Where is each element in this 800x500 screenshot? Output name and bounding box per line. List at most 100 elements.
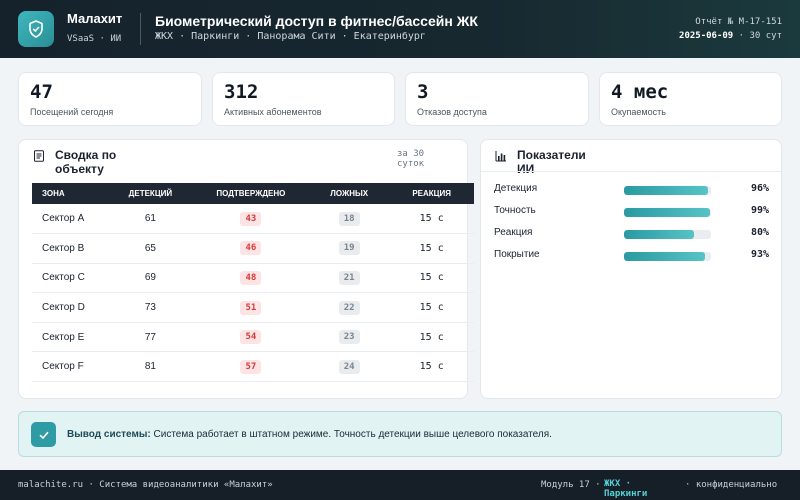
cell-detections: 65 [108, 233, 193, 264]
cell-reaction: 15 с [389, 322, 474, 353]
metric-value: 93% [750, 249, 769, 260]
cell-zone: Сектор D [32, 292, 109, 323]
cell-zone: Сектор B [32, 233, 109, 264]
cell-reaction: 15 с [389, 263, 474, 294]
table-header-row: Зона Детекций Подтверждено Ложных Реакци… [32, 183, 474, 204]
metric-detection: Детекция 96% [494, 183, 769, 197]
cell-detections: 73 [108, 292, 193, 323]
table-row: Сектор D 73 51 22 15 с [32, 292, 474, 323]
kpi-card-payback: 4 мес Окупаемость [599, 72, 782, 126]
confirmed-badge: 57 [240, 359, 262, 374]
kpi-label: Отказов доступа [417, 107, 487, 117]
progress-track [624, 230, 711, 239]
metric-value: 80% [750, 227, 769, 238]
footer-highlight: ЖКХ · Паркинги [604, 479, 648, 499]
progress-track [624, 186, 711, 195]
metric-value: 96% [750, 183, 769, 194]
brand-name: Малахит [67, 11, 123, 26]
cell-confirmed: 54 [192, 322, 310, 353]
confirmed-badge: 43 [240, 211, 262, 226]
report-date-line: 2025-06-09 · 30 сут [652, 29, 782, 43]
progress-fill [624, 208, 711, 217]
kpi-label: Активных абонементов [224, 107, 322, 117]
cell-reaction: 15 с [389, 292, 474, 323]
cell-confirmed: 51 [192, 292, 310, 323]
confirmed-badge: 46 [240, 241, 262, 256]
column-header-false: Ложных [309, 183, 390, 204]
cell-false: 22 [309, 292, 390, 323]
progress-fill [624, 186, 708, 195]
false-badge: 22 [338, 300, 360, 315]
kpi-label: Окупаемость [611, 107, 666, 117]
conclusion-message: Система работает в штатном режиме. Точно… [150, 429, 552, 440]
header-divider [140, 13, 141, 45]
cell-confirmed: 57 [192, 351, 310, 383]
column-header-detections: Детекций [108, 183, 193, 204]
cell-false: 19 [309, 233, 390, 264]
kpi-value: 312 [224, 81, 259, 103]
summary-panel: Сводка по объекту за 30 суток Зона Детек… [18, 139, 474, 399]
conclusion-label: Вывод системы: [67, 429, 151, 440]
divider [481, 171, 781, 172]
kpi-card-subscriptions: 312 Активных абонементов [212, 72, 395, 126]
confirmed-badge: 51 [240, 300, 262, 315]
confirmed-badge: 48 [240, 270, 262, 285]
summary-title: Сводка по объекту [55, 148, 117, 176]
footer-confidential: · конфиденциально [685, 480, 778, 490]
metric-reaction: Реакция 80% [494, 227, 769, 241]
report-id: Отчёт № М-17-151 [695, 17, 782, 27]
kpi-value: 4 мес [611, 81, 669, 103]
progress-fill [624, 252, 705, 261]
progress-fill [624, 230, 694, 239]
cell-false: 23 [309, 322, 390, 353]
progress-track [624, 252, 711, 261]
table-row: Сектор F 81 57 24 15 с [32, 351, 474, 383]
column-header-reaction: Реакция [389, 183, 474, 204]
table-row: Сектор A 61 43 18 15 с [32, 204, 474, 235]
cell-confirmed: 46 [192, 233, 310, 264]
column-header-zone: Зона [32, 183, 109, 204]
cell-confirmed: 48 [192, 263, 310, 294]
metric-label: Покрытие [494, 249, 540, 260]
cell-detections: 81 [108, 351, 193, 383]
cell-false: 18 [309, 204, 390, 235]
table-row: Сектор C 69 48 21 15 с [32, 263, 474, 294]
metric-label: Реакция [494, 227, 533, 238]
cell-reaction: 15 с [389, 204, 474, 235]
cell-false: 21 [309, 263, 390, 294]
false-badge: 23 [338, 330, 360, 345]
cell-reaction: 15 с [389, 233, 474, 264]
cell-zone: Сектор F [32, 351, 109, 383]
kpi-card-visits: 47 Посещений сегодня [18, 72, 202, 126]
summary-table: Зона Детекций Подтверждено Ложных Реакци… [32, 183, 474, 383]
cell-reaction: 15 с [389, 351, 474, 383]
cell-detections: 77 [108, 322, 193, 353]
ai-panel: Показатели ИИ Детекция 96% Точность 99% … [480, 139, 782, 399]
report-period: · 30 сут [733, 31, 782, 41]
metric-coverage: Покрытие 93% [494, 249, 769, 263]
bar-chart-icon [495, 151, 506, 162]
false-badge: 19 [338, 241, 360, 256]
conclusion-text: Вывод системы: Система работает в штатно… [67, 429, 552, 440]
column-header-confirmed: Подтверждено [192, 183, 310, 204]
cell-confirmed: 43 [192, 204, 310, 235]
document-icon [34, 150, 44, 162]
page-subtitle: ЖКХ · Паркинги · Панорама Сити · Екатери… [155, 31, 426, 42]
period-note: за 30 суток [397, 149, 425, 169]
kpi-value: 47 [30, 81, 53, 103]
cell-zone: Сектор A [32, 204, 109, 235]
app-header: Малахит VSaaS · ИИ Биометрический доступ… [0, 0, 800, 58]
false-badge: 21 [338, 270, 360, 285]
check-icon [31, 422, 56, 447]
shield-check-icon [18, 11, 54, 47]
table-row: Сектор E 77 54 23 15 с [32, 322, 474, 353]
report-info: Отчёт № М-17-151 2025-06-09 · 30 сут [652, 15, 782, 43]
brand-subtitle: VSaaS · ИИ [67, 34, 122, 44]
cell-false: 24 [309, 351, 390, 383]
kpi-label: Посещений сегодня [30, 107, 114, 117]
metric-accuracy: Точность 99% [494, 205, 769, 219]
page-title: Биометрический доступ в фитнес/бассейн Ж… [155, 13, 478, 29]
footer: malachite.ru · Система видеоаналитики «М… [0, 470, 800, 500]
false-badge: 24 [338, 359, 360, 374]
footer-module: Модуль 17 · [541, 480, 601, 490]
